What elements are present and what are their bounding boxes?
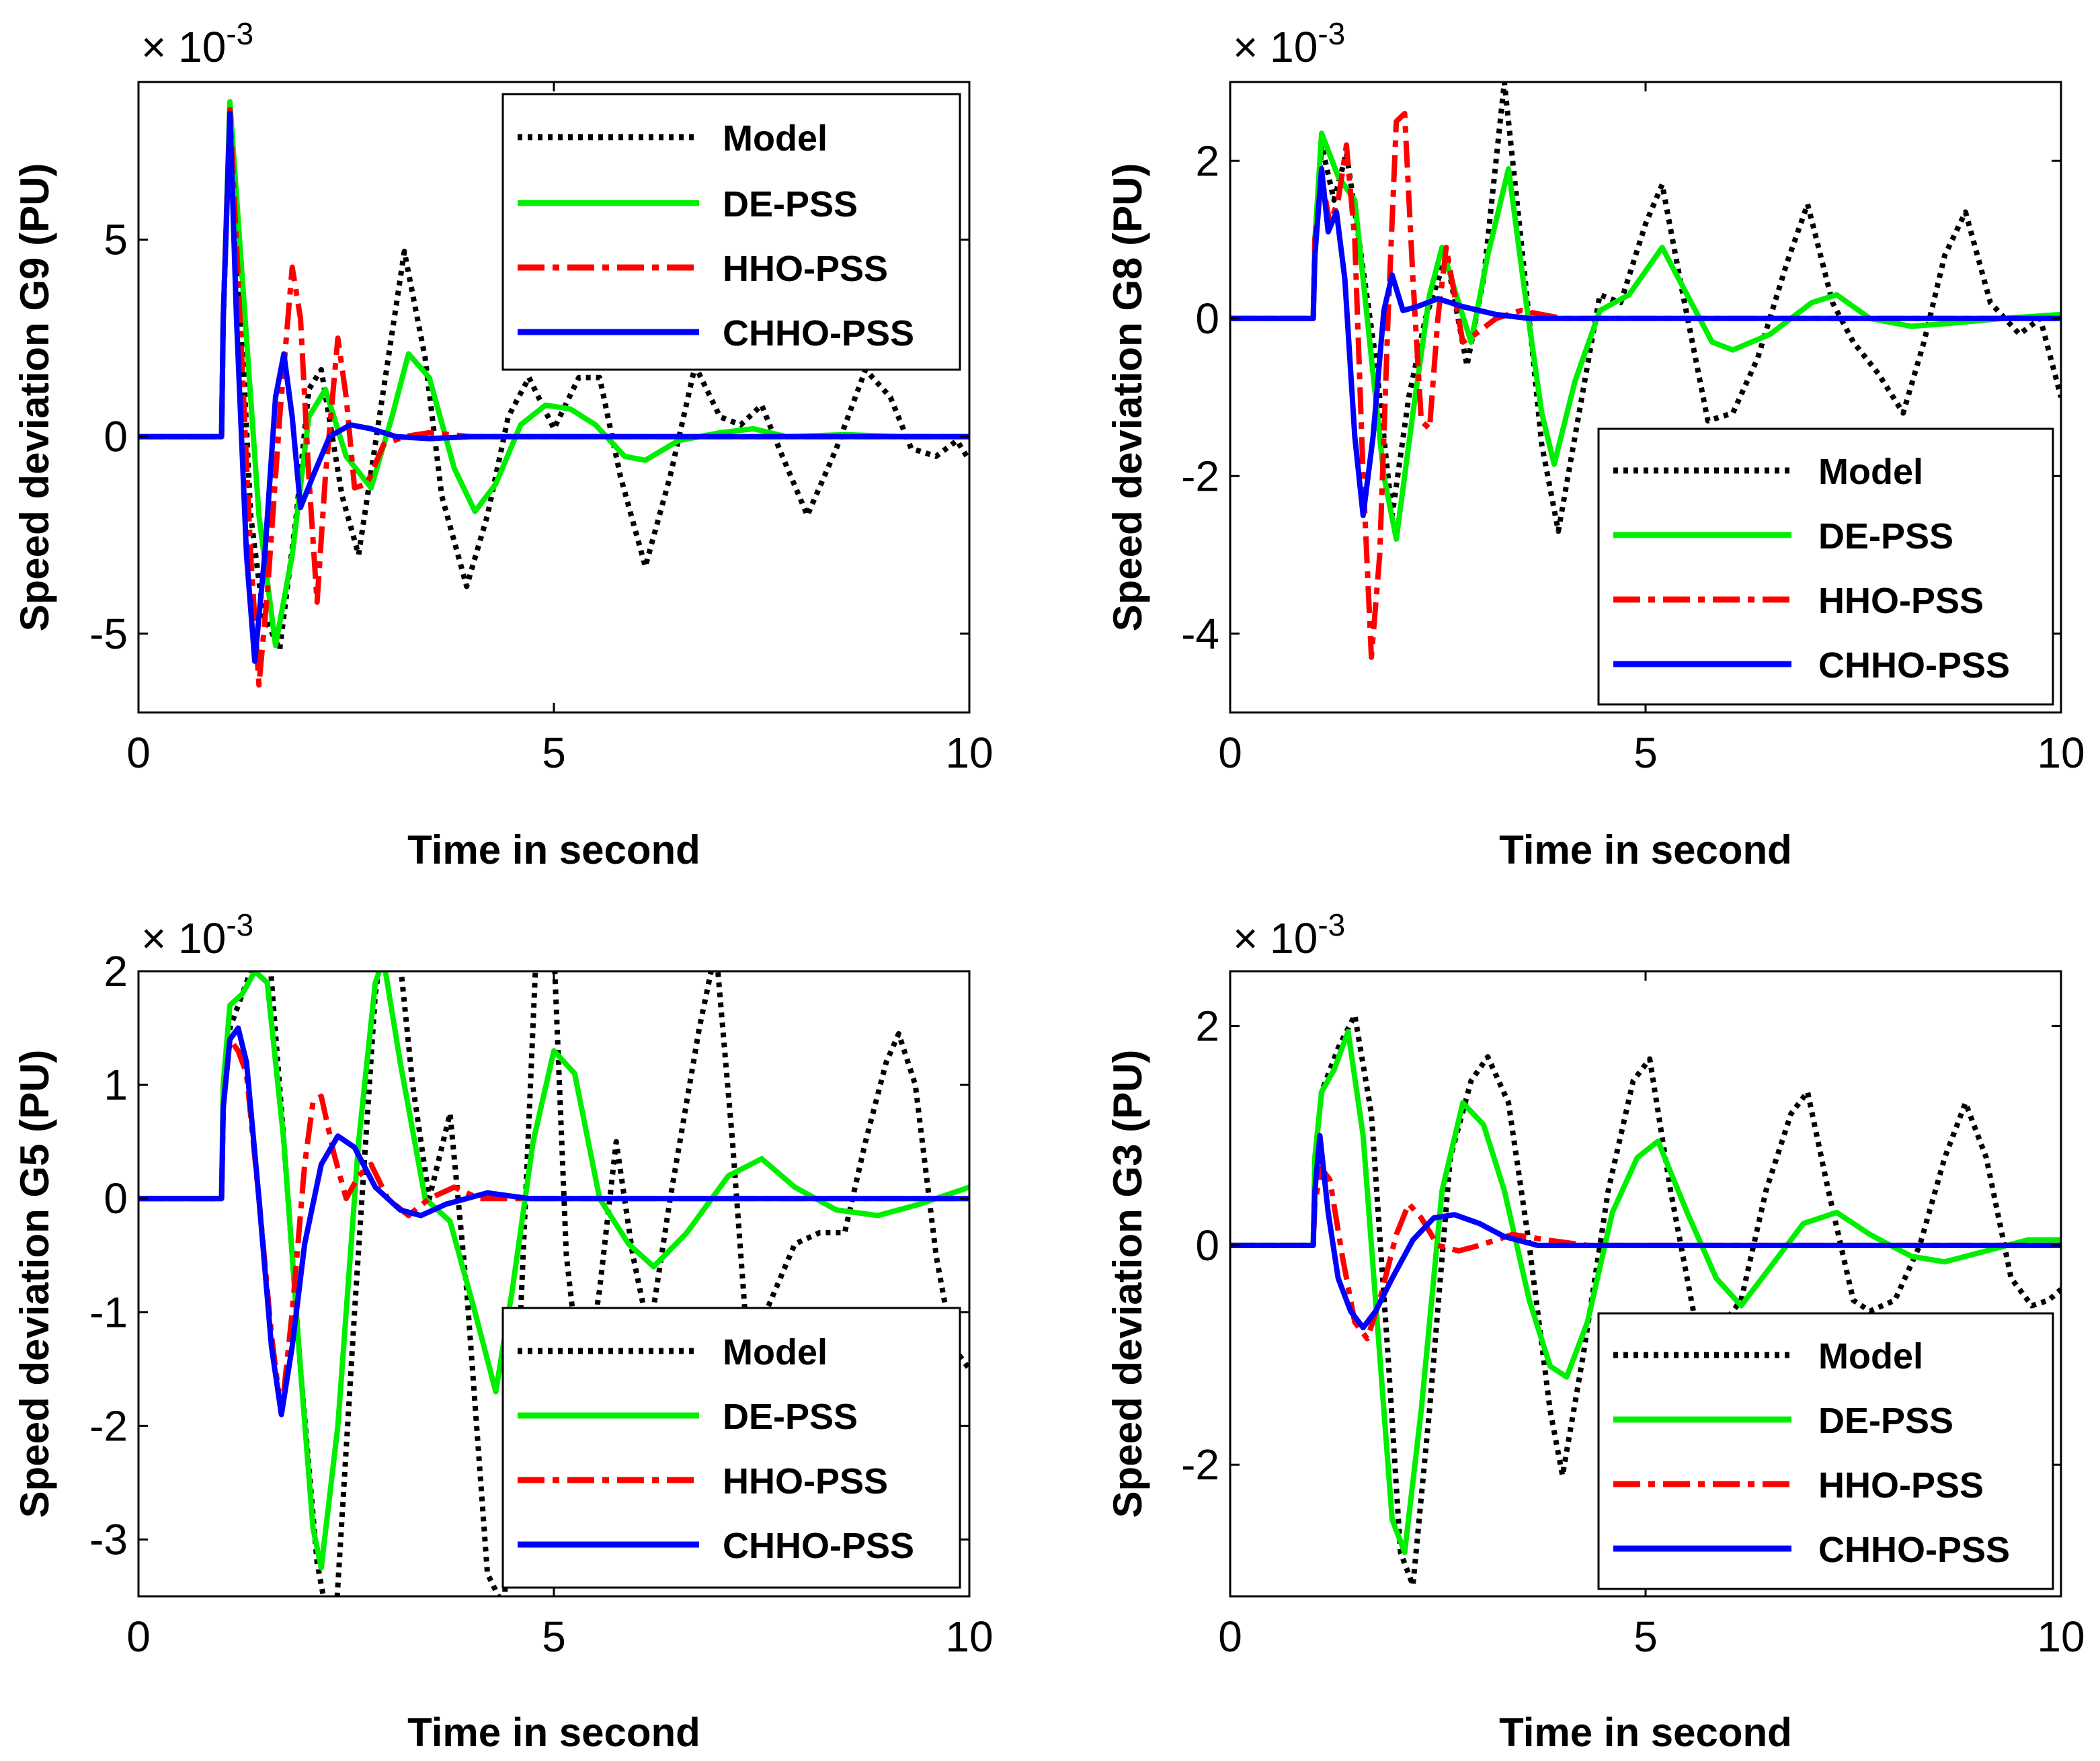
legend-label-hho-pss: HHO-PSS (1818, 581, 1984, 621)
y-tick-label: 0 (104, 413, 128, 461)
series-line-chho-pss (1230, 166, 2061, 518)
legend-label-hho-pss: HHO-PSS (1818, 1465, 1984, 1506)
legend: Model DE-PSS HHO-PSS CHHO-PSS (1597, 1312, 2054, 1590)
y-tick-label: -2 (1181, 452, 1219, 500)
legend-label-model: Model (723, 1332, 827, 1373)
legend-label-model: Model (1818, 1336, 1923, 1377)
legend-label-de-pss: DE-PSS (723, 184, 858, 224)
y-axis-title: Speed deviation G9 (PU) (12, 163, 57, 632)
x-axis-title: Time in second (407, 1710, 700, 1755)
exponent-label: × 10-3 (141, 16, 253, 71)
y-tick-label: -2 (89, 1401, 128, 1450)
series-line-de-pss (1230, 1028, 2061, 1555)
y-tick-label: 0 (1195, 1221, 1219, 1270)
legend-label-chho-pss: CHHO-PSS (723, 1526, 914, 1566)
series-line-de-pss (138, 971, 969, 1571)
legend-label-model: Model (1818, 452, 1923, 492)
series-layer (138, 99, 969, 688)
series-line-chho-pss (138, 110, 969, 664)
y-tick-label: 0 (1195, 294, 1219, 343)
panel-g9: 0 5 10 -5 0 5 × 10-3 Time in second Speed dev… (12, 16, 994, 872)
legend-label-chho-pss: CHHO-PSS (723, 313, 914, 354)
x-axis-title: Time in second (1499, 827, 1792, 872)
y-tick-label: -5 (89, 610, 128, 658)
ticks-layer: 0 5 10 -3 -2 -1 0 1 2 (89, 947, 994, 1661)
legend-label-hho-pss: HHO-PSS (723, 1461, 888, 1502)
x-tick-label: 0 (126, 1612, 151, 1661)
legend-label-chho-pss: CHHO-PSS (1818, 645, 2010, 686)
exponent-label: × 10-3 (1233, 16, 1345, 71)
x-tick-label: 10 (2037, 1612, 2085, 1661)
series-line-de-pss (138, 99, 969, 649)
legend: Model DE-PSS HHO-PSS CHHO-PSS (501, 1307, 961, 1589)
y-tick-label: 2 (1195, 136, 1219, 185)
series-line-hho-pss (138, 1036, 969, 1418)
y-tick-label: 1 (104, 1061, 128, 1109)
legend-box (1597, 1312, 2054, 1590)
x-tick-label: 5 (1633, 729, 1658, 777)
y-tick-label: -1 (89, 1288, 128, 1336)
y-axis-title: Speed deviation G8 (PU) (1105, 163, 1150, 632)
x-tick-label: 0 (1218, 1612, 1242, 1661)
ticks-layer: 0 5 10 -5 0 5 (89, 82, 994, 777)
series-line-chho-pss (1230, 1133, 2061, 1331)
legend-label-chho-pss: CHHO-PSS (1818, 1530, 2010, 1570)
exponent-label: × 10-3 (1233, 907, 1345, 963)
legend: Model DE-PSS HHO-PSS CHHO-PSS (501, 93, 961, 371)
series-line-chho-pss (138, 1025, 969, 1418)
legend-label-hho-pss: HHO-PSS (723, 249, 888, 289)
panel-g3: 0 5 10 -2 0 2 × 10-3 Time in second Speed dev… (1105, 907, 2085, 1755)
series-layer (1230, 82, 2061, 660)
y-tick-label: 5 (104, 216, 128, 264)
panel-g8: 0 5 10 -4 -2 0 2 × 10-3 Time in second Speed d… (1105, 16, 2085, 872)
x-axis-title: Time in second (407, 827, 700, 872)
x-tick-label: 0 (126, 729, 151, 777)
legend-label-de-pss: DE-PSS (723, 1397, 858, 1437)
ticks-layer: 0 5 10 -2 0 2 (1181, 971, 2085, 1661)
legend-box (501, 1307, 961, 1589)
y-axis-title: Speed deviation G3 (PU) (1105, 1050, 1150, 1518)
x-tick-label: 10 (2037, 729, 2085, 777)
x-tick-label: 10 (945, 1612, 993, 1661)
y-tick-label: 2 (1195, 1002, 1219, 1051)
legend-label-de-pss: DE-PSS (1818, 1401, 1953, 1441)
legend-label-model: Model (723, 118, 827, 159)
y-axis-title: Speed deviation G5 (PU) (12, 1050, 57, 1518)
x-tick-label: 5 (1633, 1612, 1658, 1661)
x-tick-label: 5 (542, 729, 566, 777)
legend-box (1597, 427, 2054, 706)
ticks-layer: 0 5 10 -4 -2 0 2 (1181, 82, 2085, 777)
series-line-model (1230, 1012, 2061, 1588)
series-layer (1230, 1012, 2061, 1588)
exponent-label: × 10-3 (141, 907, 253, 963)
series-layer (138, 971, 969, 1596)
legend-label-de-pss: DE-PSS (1818, 516, 1953, 557)
panel-g5: 0 5 10 -3 -2 -1 0 1 2 × 10-3 Time in second Spee… (12, 907, 994, 1755)
series-line-de-pss (1230, 130, 2061, 542)
y-tick-label: -3 (89, 1515, 128, 1563)
y-tick-label: -2 (1181, 1440, 1219, 1489)
x-tick-label: 5 (542, 1612, 566, 1661)
y-tick-label: 0 (104, 1174, 128, 1223)
x-axis-title: Time in second (1499, 1710, 1792, 1755)
x-tick-label: 0 (1218, 729, 1242, 777)
x-tick-label: 10 (945, 729, 993, 777)
y-tick-label: -4 (1181, 610, 1219, 658)
legend: Model DE-PSS HHO-PSS CHHO-PSS (1597, 427, 2054, 706)
y-tick-label: 2 (104, 947, 128, 995)
